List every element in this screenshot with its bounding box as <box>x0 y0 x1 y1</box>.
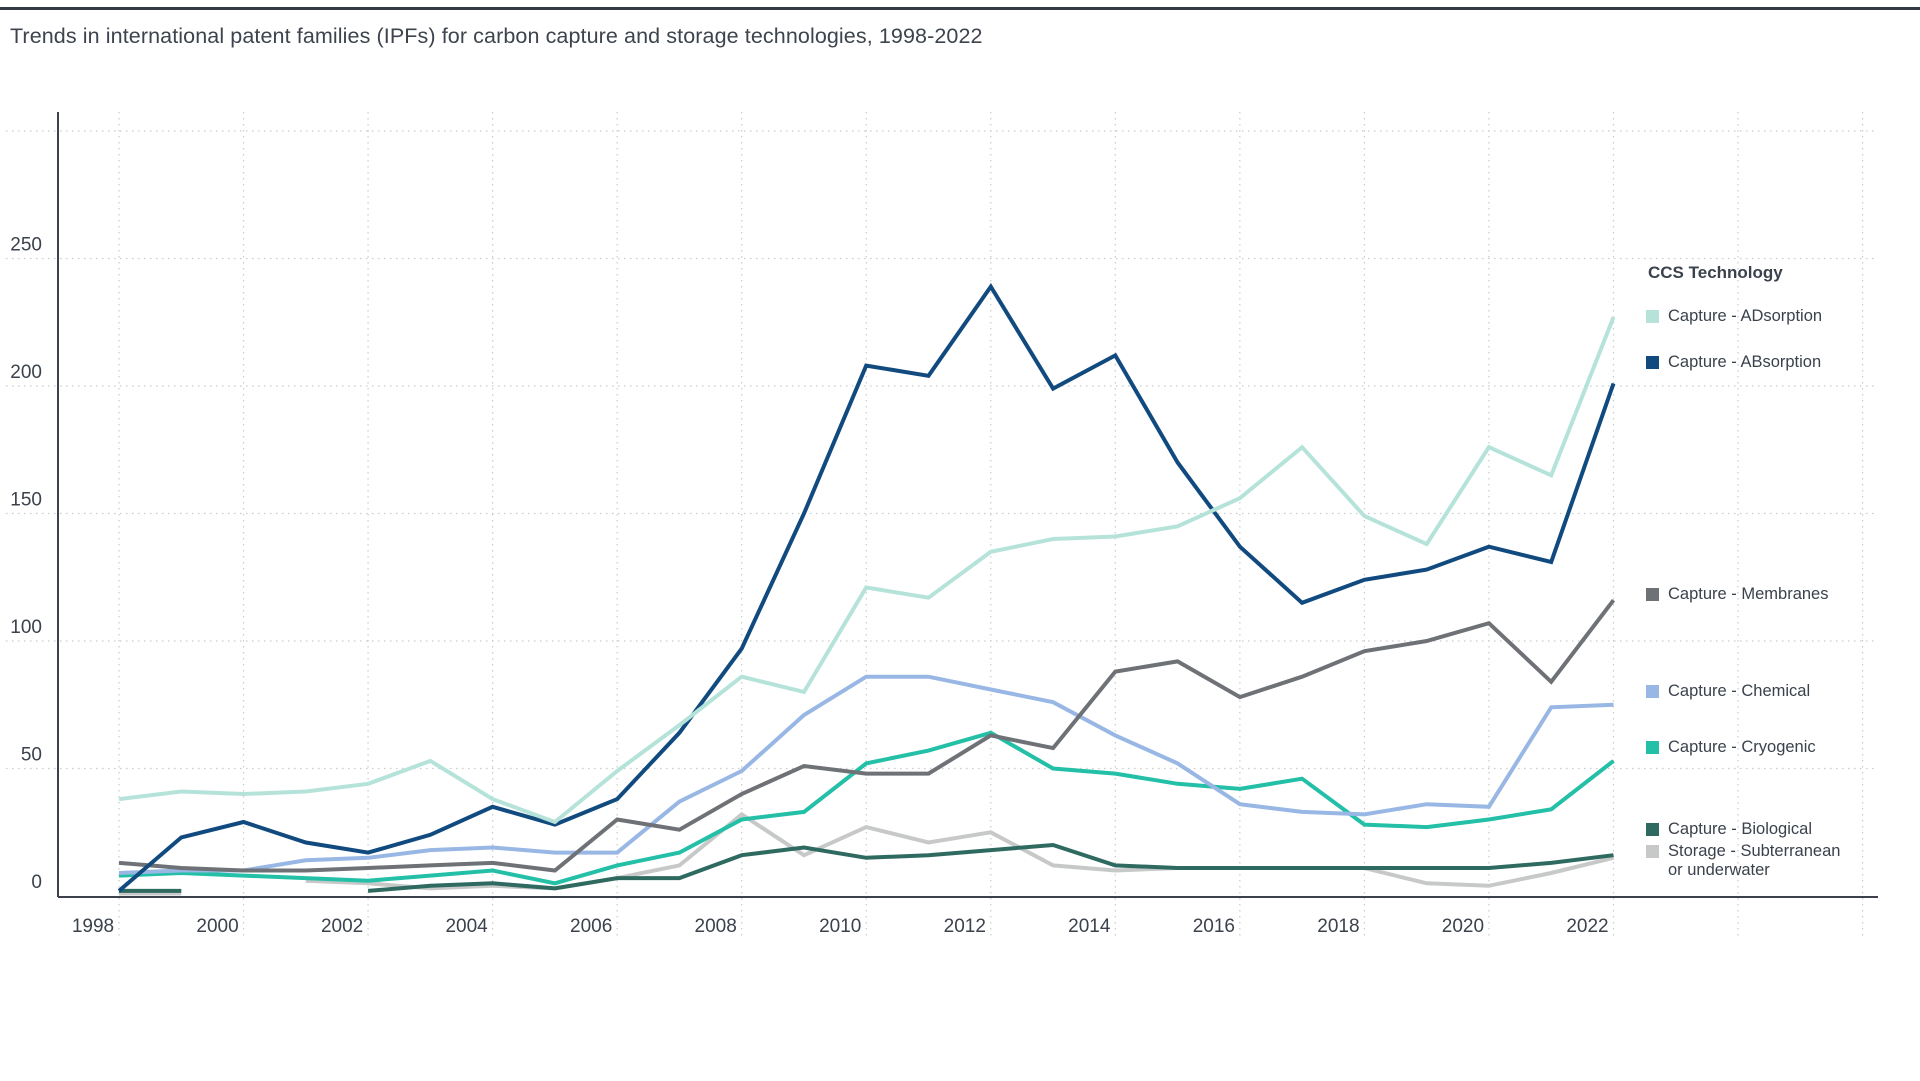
legend-item-label: Capture - Membranes <box>1668 585 1829 603</box>
legend-item: Storage - Subterranean or underwater <box>1646 842 1850 880</box>
y-axis-tick-label: 100 <box>10 617 42 638</box>
legend-item-label: Capture - Cryogenic <box>1668 738 1816 756</box>
x-axis-tick-label: 2004 <box>445 916 488 937</box>
legend-swatch-icon <box>1646 823 1659 836</box>
legend-swatch-icon <box>1646 845 1659 858</box>
legend-swatch-icon <box>1646 356 1659 369</box>
legend-swatch-icon <box>1646 588 1659 601</box>
top-border <box>0 7 1920 10</box>
legend-title: CCS Technology <box>1648 263 1783 282</box>
x-axis-tick-label: 2018 <box>1317 916 1359 937</box>
x-axis-tick-label: 2020 <box>1442 916 1484 937</box>
series-line-capture-cryogenic <box>118 730 1615 886</box>
y-axis-tick-label: 150 <box>10 490 42 511</box>
x-axis-tick-label: 2014 <box>1068 916 1111 937</box>
series-line-capture-biological <box>119 842 1614 893</box>
series-line-capture-adsorption <box>118 316 1616 825</box>
legend-item: Capture - Membranes <box>1646 585 1828 604</box>
x-axis-tick-label: 2000 <box>196 916 238 937</box>
legend-item-label: Capture - ABsorption <box>1668 353 1822 371</box>
legend-swatch-icon <box>1646 310 1659 323</box>
y-axis-tick-label: 250 <box>10 235 42 256</box>
x-axis-tick-label: 2002 <box>321 916 363 937</box>
x-axis-tick-label: 1998 <box>72 916 114 937</box>
series-line-capture-membranes <box>118 598 1616 873</box>
legend-item: Capture - Biological <box>1646 820 1812 839</box>
legend-item: Capture - Chemical <box>1646 682 1810 701</box>
series-line-capture-absorption <box>117 282 1616 893</box>
legend-item-label: Capture - Chemical <box>1668 682 1811 700</box>
legend-item: Capture - ABsorption <box>1646 353 1821 372</box>
chart-title: Trends in international patent families … <box>10 24 983 48</box>
x-axis-tick-label: 2012 <box>944 916 986 937</box>
y-axis-tick-label: 0 <box>31 872 42 893</box>
legend-item-label: Storage - Subterranean or underwater <box>1668 842 1841 879</box>
y-axis-tick-label: 50 <box>21 745 42 766</box>
x-axis-tick-label: 2022 <box>1566 916 1608 937</box>
legend-swatch-icon <box>1646 685 1659 698</box>
x-axis-tick-label: 2010 <box>819 916 861 937</box>
legend-item: Capture - Cryogenic <box>1646 738 1816 757</box>
y-axis-tick-label: 200 <box>10 362 42 383</box>
series-line-capture-chemical <box>118 674 1614 875</box>
legend-item: Capture - ADsorption <box>1646 307 1822 326</box>
legend-swatch-icon <box>1646 741 1659 754</box>
x-axis-tick-label: 2008 <box>695 916 737 937</box>
x-axis-tick-label: 2016 <box>1193 916 1235 937</box>
legend-item-label: Capture - Biological <box>1668 820 1812 838</box>
x-axis-tick-label: 2006 <box>570 916 612 937</box>
legend-item-label: Capture - ADsorption <box>1668 307 1823 325</box>
